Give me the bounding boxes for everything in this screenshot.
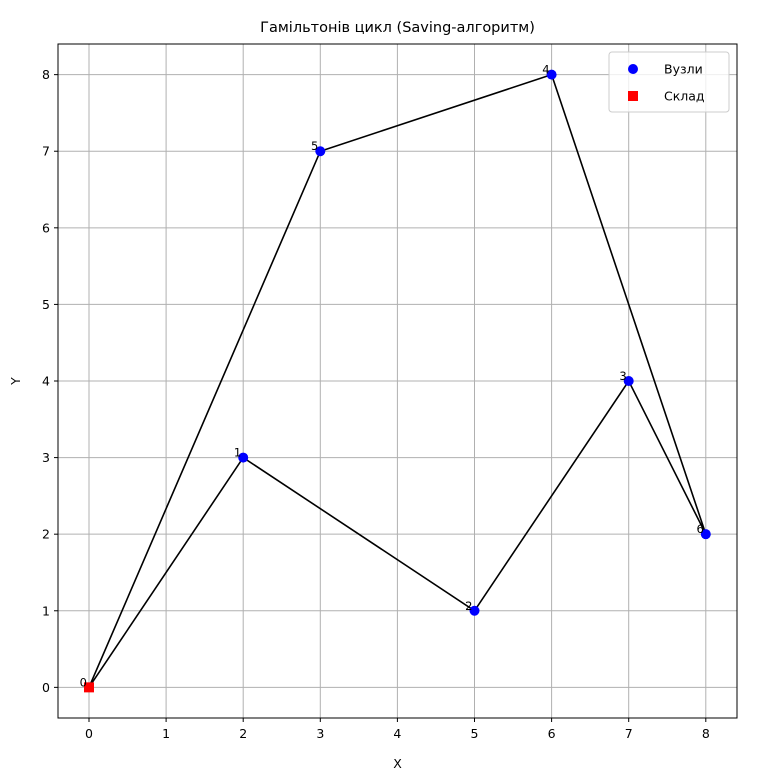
y-tick-label: 7 [42, 144, 50, 159]
x-tick-label: 7 [625, 726, 633, 741]
node-marker [238, 452, 249, 463]
node-marker [546, 69, 557, 80]
legend-square-icon [628, 91, 638, 101]
chart-title: Гамільтонів цикл (Saving-алгоритм) [260, 20, 535, 36]
x-tick-label: 8 [702, 726, 710, 741]
node-marker [623, 376, 634, 386]
node-labels: 1 2 3 4 5 6 0 [80, 63, 704, 690]
x-tick-label: 1 [162, 726, 170, 741]
y-tick-label: 5 [42, 297, 50, 312]
legend-circle-icon [628, 64, 638, 74]
y-tick-label: 8 [42, 67, 50, 82]
legend: Вузли Склад [608, 51, 730, 113]
y-tick-label: 2 [42, 527, 50, 542]
x-tick-label: 6 [548, 726, 556, 741]
node-marker [700, 529, 711, 540]
depot-marker [84, 682, 94, 693]
node-label: 3 [619, 369, 626, 383]
route-line [88, 73, 707, 688]
node-label: 1 [234, 446, 241, 460]
legend-box [608, 51, 730, 113]
route-path [88, 73, 707, 688]
x-ticks: 0 1 2 3 4 5 6 7 8 [85, 718, 710, 741]
x-axis-label: X [393, 756, 402, 771]
y-tick-label: 6 [42, 220, 50, 235]
x-tick-label: 0 [85, 726, 93, 741]
y-tick-label: 3 [42, 450, 50, 465]
y-tick-label: 4 [42, 374, 50, 389]
legend-label: Вузли [664, 62, 703, 77]
node-label: 5 [311, 139, 318, 153]
legend-label: Склад [664, 89, 705, 104]
data-points [84, 69, 711, 693]
x-tick-label: 4 [393, 726, 401, 741]
x-tick-label: 2 [239, 726, 247, 741]
node-marker [315, 146, 326, 157]
node-label: 0 [80, 675, 87, 689]
y-tick-label: 0 [42, 680, 50, 695]
node-marker [469, 605, 480, 616]
y-tick-label: 1 [42, 603, 50, 618]
x-tick-label: 3 [316, 726, 324, 741]
y-axis-label: Y [8, 377, 23, 386]
node-label: 4 [542, 63, 549, 77]
x-tick-label: 5 [471, 726, 479, 741]
node-label: 2 [465, 599, 472, 613]
y-ticks: 0 1 2 3 4 5 6 7 8 [42, 67, 58, 695]
node-label: 6 [696, 522, 703, 536]
